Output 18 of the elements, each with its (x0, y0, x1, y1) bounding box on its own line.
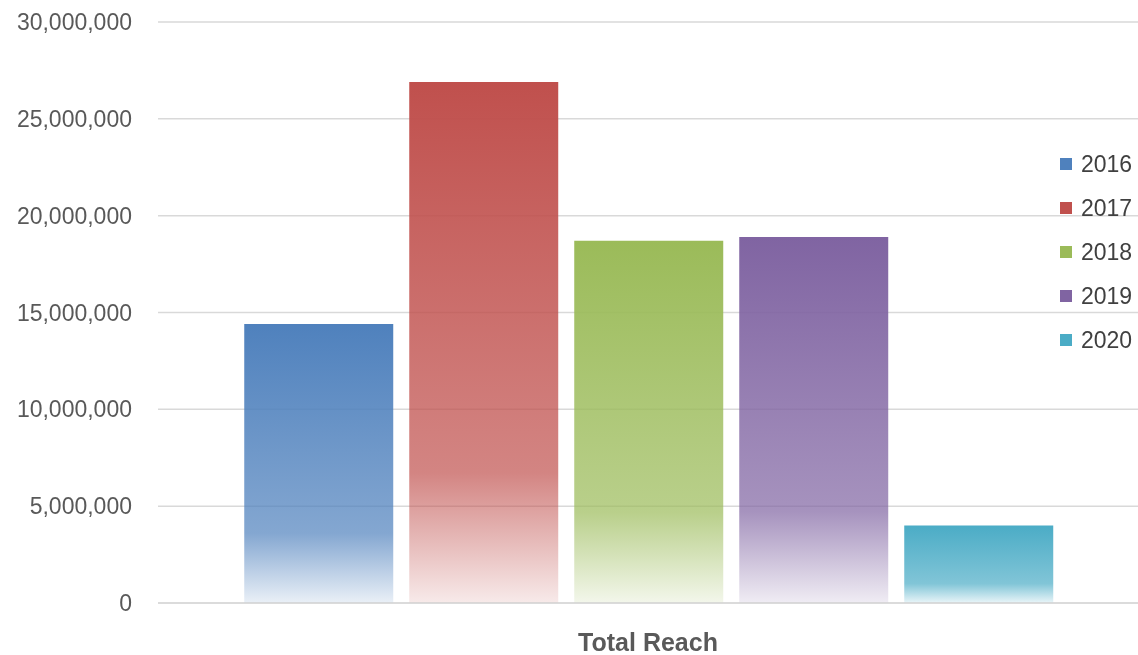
bar (574, 240, 724, 603)
bar (904, 525, 1054, 603)
y-tick-label: 20,000,000 (16, 202, 132, 229)
y-tick-label: 25,000,000 (16, 106, 132, 132)
bar (739, 236, 889, 603)
legend-label: 2019 (1081, 282, 1133, 310)
y-tick-label: 15,000,000 (16, 299, 132, 326)
y-tick-label: 30,000,000 (16, 9, 132, 36)
legend-label: 2020 (1081, 326, 1133, 354)
bar (409, 82, 559, 603)
legend-label: 2018 (1081, 238, 1133, 266)
legend-label: 2016 (1081, 150, 1133, 178)
y-tick-label: 5,000,000 (29, 493, 132, 520)
y-tick-label: 10,000,000 (16, 396, 132, 423)
legend-label: 2017 (1081, 194, 1133, 222)
x-tick-label: Total Reach (578, 627, 718, 655)
bar (244, 324, 394, 603)
y-tick-label: 0 (119, 590, 132, 617)
